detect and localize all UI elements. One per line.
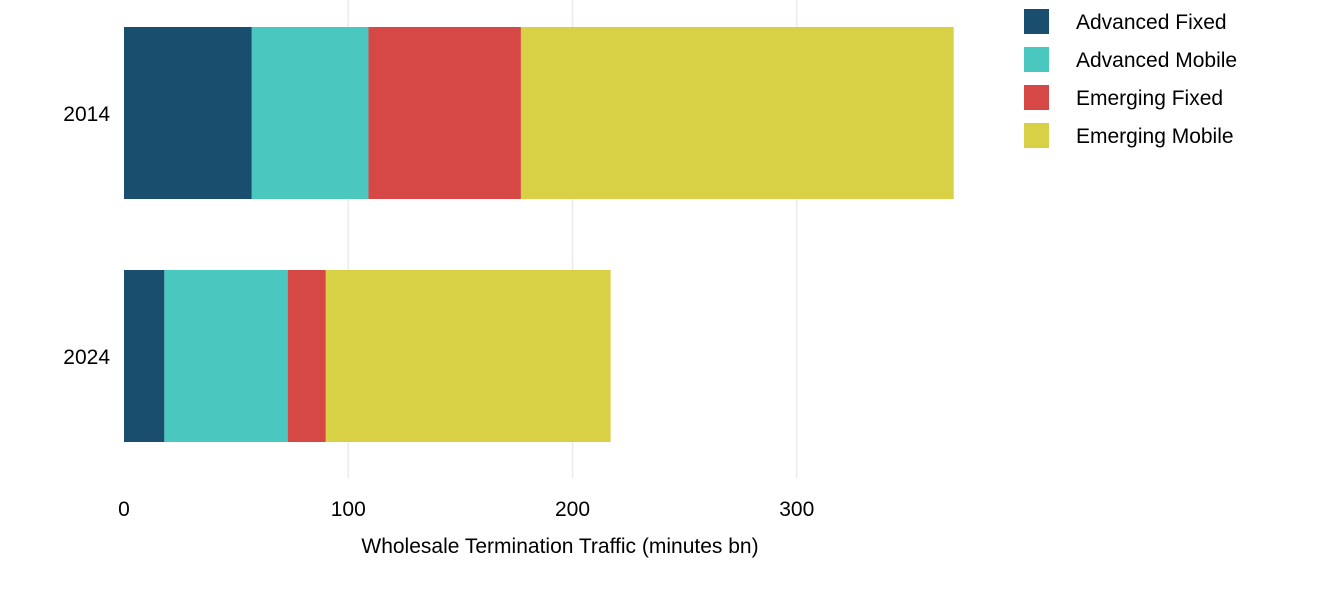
y-tick-label: 2014	[63, 103, 110, 126]
legend-label: Emerging Fixed	[1076, 87, 1223, 110]
bars	[124, 27, 954, 442]
legend-label: Advanced Mobile	[1076, 49, 1237, 72]
x-axis-title: Wholesale Termination Traffic (minutes b…	[361, 535, 758, 558]
bar-2024-advanced-mobile	[164, 270, 288, 442]
x-axis-ticks: 0 100 200 300	[118, 498, 814, 521]
bar-2024-emerging-fixed	[287, 270, 326, 442]
x-tick-label: 0	[118, 498, 130, 521]
legend: Advanced Fixed Advanced Mobile Emerging Fi…	[1024, 9, 1237, 148]
bar-2014-advanced-fixed	[124, 27, 252, 199]
y-tick-label: 2024	[63, 346, 110, 369]
x-tick-label: 200	[555, 498, 590, 521]
legend-swatch	[1024, 47, 1049, 72]
bar-2024-emerging-mobile	[325, 270, 611, 442]
bar-2014-advanced-mobile	[251, 27, 369, 199]
x-tick-label: 300	[779, 498, 814, 521]
bar-2014-emerging-fixed	[368, 27, 521, 199]
legend-swatch	[1024, 123, 1049, 148]
x-tick-label: 100	[331, 498, 366, 521]
legend-swatch	[1024, 9, 1049, 34]
legend-label: Emerging Mobile	[1076, 125, 1234, 148]
y-axis-ticks: 2014 2024	[63, 103, 110, 369]
legend-swatch	[1024, 85, 1049, 110]
bar-2014-emerging-mobile	[520, 27, 954, 199]
bar-2024-advanced-fixed	[124, 270, 165, 442]
legend-label: Advanced Fixed	[1076, 11, 1227, 34]
